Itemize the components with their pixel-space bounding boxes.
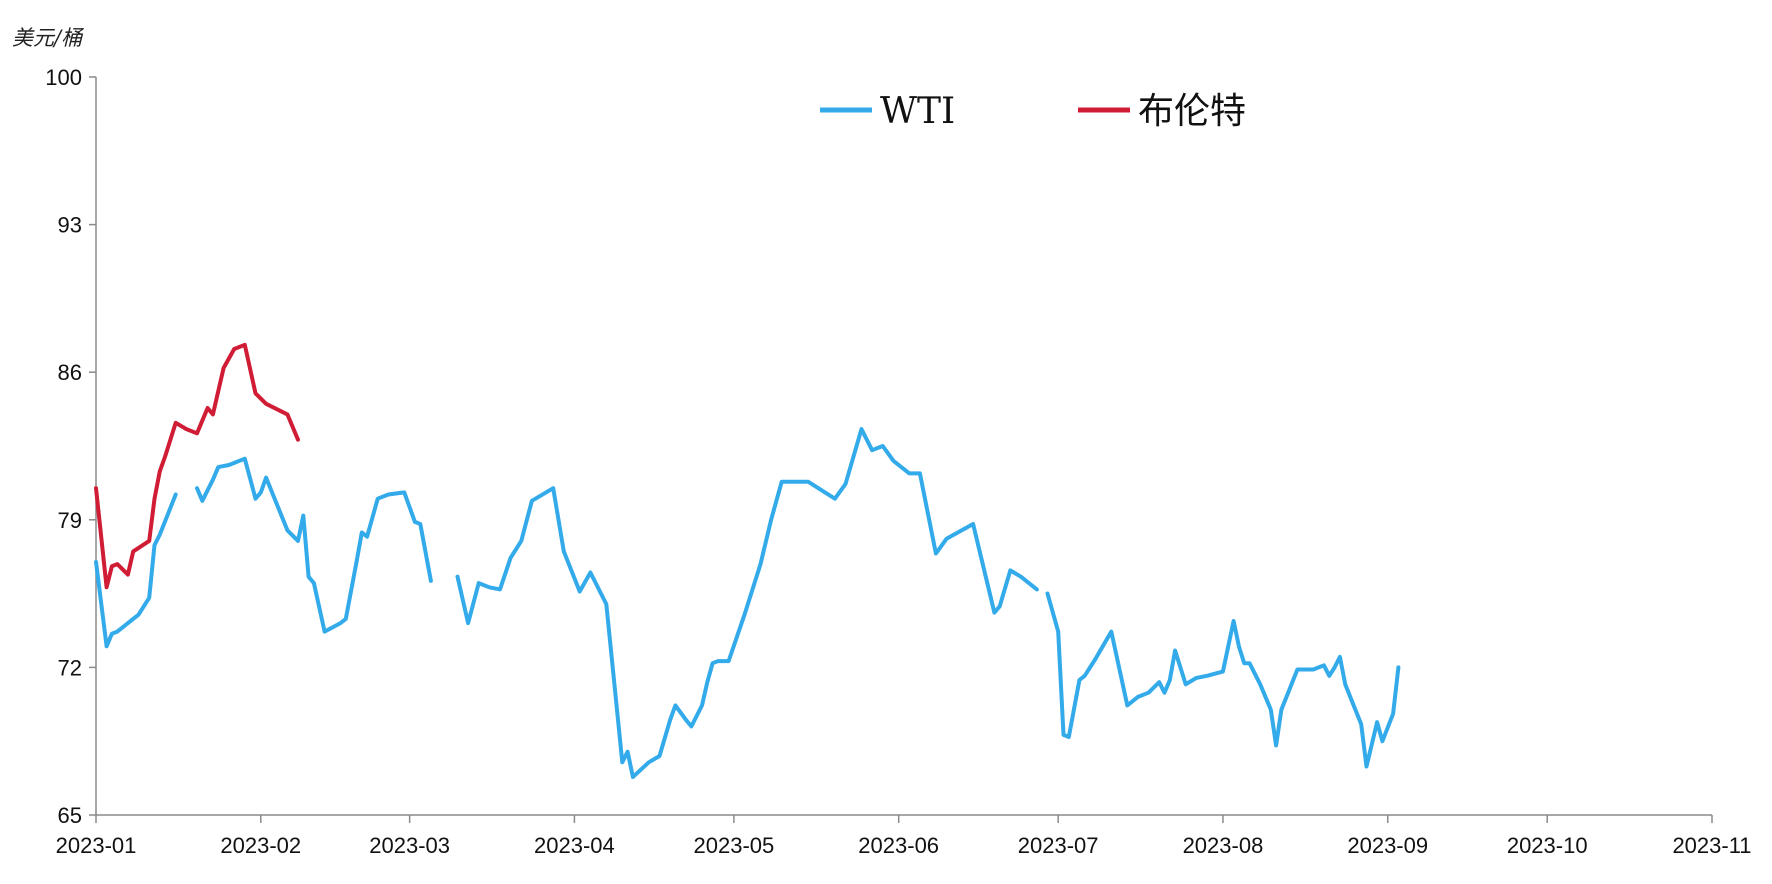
y-tick-label: 79 [58, 508, 82, 533]
x-tick-label: 2023-03 [369, 833, 450, 858]
y-axis-unit-label: 美元/桶 [12, 26, 83, 50]
x-tick-label: 2023-08 [1183, 833, 1264, 858]
y-tick-label: 93 [58, 213, 82, 238]
x-tick-label: 2023-09 [1347, 833, 1428, 858]
y-axis: 65 72 79 86 93 100 [45, 65, 97, 828]
x-axis: 2023-01 2023-02 2023-03 2023-04 2023-05 2023-… [56, 814, 1752, 858]
y-tick-label: 86 [58, 360, 82, 385]
legend-label: WTI [880, 91, 955, 132]
x-tick-label: 2023-11 [1672, 833, 1751, 858]
x-tick-label: 2023-02 [220, 833, 301, 858]
series-line-wti [1045, 591, 1401, 769]
series-line-wti [195, 456, 433, 634]
x-tick-label: 2023-07 [1018, 833, 1099, 858]
x-tick-label: 2023-05 [694, 833, 775, 858]
x-tick-label: 2023-10 [1507, 833, 1588, 858]
x-tick-label: 2023-01 [56, 833, 137, 858]
series-line-brent [94, 342, 300, 590]
y-tick-label: 72 [58, 655, 82, 680]
plot-series [94, 342, 1401, 779]
y-tick-label: 65 [58, 803, 82, 828]
series-line-wti [455, 427, 1039, 779]
legend-label: 布伦特 [1138, 91, 1246, 132]
legend: WTI 布伦特 [820, 91, 1246, 132]
y-tick-label: 100 [45, 65, 82, 90]
x-tick-label: 2023-04 [534, 833, 615, 858]
x-tick-label: 2023-06 [858, 833, 939, 858]
series-line-wti [94, 492, 178, 649]
